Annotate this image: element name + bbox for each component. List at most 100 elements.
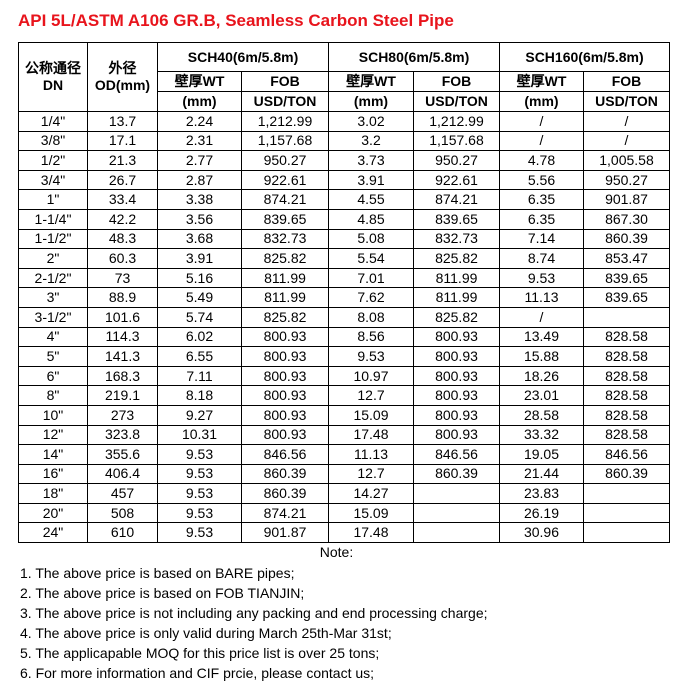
sch160-fob-cell: 839.65 bbox=[583, 267, 670, 289]
dn-cell: 18" bbox=[18, 483, 88, 504]
sch40-fob-cell: 846.56 bbox=[241, 444, 329, 465]
dn-cell: 3-1/2" bbox=[18, 306, 88, 328]
sch80-fob-cell: 800.93 bbox=[413, 424, 500, 446]
sch160-fob-cell bbox=[583, 306, 670, 328]
od-cell: 42.2 bbox=[87, 208, 158, 230]
sch80-fob-cell: 825.82 bbox=[413, 306, 500, 328]
notes-list: 1. The above price is based on BARE pipe… bbox=[20, 563, 488, 683]
sch40-fob-cell: 811.99 bbox=[241, 267, 329, 289]
sch160-wt-cell: 28.58 bbox=[499, 404, 584, 426]
od-cell: 26.7 bbox=[87, 169, 158, 191]
wt-header: 壁厚WT bbox=[499, 71, 584, 92]
sch80-wt-cell: 10.97 bbox=[328, 365, 414, 387]
sch40-fob-cell: 860.39 bbox=[241, 483, 329, 504]
sch40-wt-cell: 5.16 bbox=[157, 267, 242, 289]
od-header-en: OD(mm) bbox=[94, 77, 151, 93]
note-item: 2. The above price is based on FOB TIANJ… bbox=[20, 585, 305, 601]
sch40-wt-cell: 6.55 bbox=[157, 346, 242, 367]
sch160-fob-cell: 853.47 bbox=[583, 248, 670, 269]
table-row: 24" 610 9.53 901.87 17.48 30.96 bbox=[18, 522, 670, 544]
od-cell: 101.6 bbox=[87, 306, 158, 328]
sch40-wt-cell: 9.53 bbox=[157, 522, 242, 544]
table-row: 3/4" 26.7 2.87 922.61 3.91 922.61 5.56 950.27 bbox=[18, 169, 670, 191]
sch160-wt-cell: 19.05 bbox=[499, 444, 584, 465]
sch40-wt-cell: 9.27 bbox=[157, 404, 242, 426]
dn-cell: 24" bbox=[18, 522, 88, 544]
sch40-fob-cell: 1,212.99 bbox=[241, 111, 329, 132]
sch40-wt-cell: 9.53 bbox=[157, 502, 242, 524]
sch80-wt-cell: 9.53 bbox=[328, 346, 414, 367]
dn-cell: 6" bbox=[18, 365, 88, 387]
table-row: 3-1/2" 101.6 5.74 825.82 8.08 825.82/ bbox=[18, 306, 670, 328]
sch80-fob-cell: 860.39 bbox=[413, 463, 500, 485]
sch160-wt-cell: 23.83 bbox=[499, 483, 584, 504]
sch40-fob-cell: 811.99 bbox=[241, 287, 329, 308]
sch40-fob-cell: 800.93 bbox=[241, 365, 329, 387]
sch160-wt-cell: 15.88 bbox=[499, 346, 584, 367]
od-cell: 13.7 bbox=[87, 111, 158, 132]
dn-cell: 1/4" bbox=[18, 111, 88, 132]
sch80-wt-cell: 3.2 bbox=[328, 130, 414, 152]
sch80-wt-cell: 3.02 bbox=[328, 111, 414, 132]
sch80-wt-cell: 17.48 bbox=[328, 522, 414, 544]
sch80-fob-cell: 874.21 bbox=[413, 189, 500, 210]
table-row: 20" 508 9.53 874.21 15.09 26.19 bbox=[18, 502, 670, 524]
od-cell: 60.3 bbox=[87, 248, 158, 269]
od-cell: 273 bbox=[87, 404, 158, 426]
sch40-fob-cell: 874.21 bbox=[241, 502, 329, 524]
sch160-wt-cell: 7.14 bbox=[499, 228, 584, 250]
fob-header: FOB bbox=[413, 71, 500, 92]
sch80-wt-cell: 3.91 bbox=[328, 169, 414, 191]
sch80-fob-cell: 800.93 bbox=[413, 385, 500, 406]
dn-cell: 1/2" bbox=[18, 150, 88, 171]
table-row: 3" 88.9 5.49 811.99 7.62 811.99 11.13 839.65 bbox=[18, 287, 670, 308]
sch40-wt-cell: 9.53 bbox=[157, 483, 242, 504]
dn-cell: 2" bbox=[18, 248, 88, 269]
od-cell: 323.8 bbox=[87, 424, 158, 446]
sch80-wt-cell: 8.56 bbox=[328, 326, 414, 348]
sch40-fob-cell: 800.93 bbox=[241, 385, 329, 406]
sch80-wt-cell: 17.48 bbox=[328, 424, 414, 446]
sch80-fob-cell bbox=[413, 502, 500, 524]
sch40-wt-cell: 7.11 bbox=[157, 365, 242, 387]
sch40-fob-cell: 950.27 bbox=[241, 150, 329, 171]
sch160-fob-cell bbox=[583, 502, 670, 524]
sch40-wt-cell: 3.56 bbox=[157, 208, 242, 230]
sch160-fob-cell: / bbox=[583, 111, 670, 132]
sch40-wt-cell: 2.31 bbox=[157, 130, 242, 152]
dn-cell: 4" bbox=[18, 326, 88, 348]
sch40-fob-cell: 825.82 bbox=[241, 306, 329, 328]
note-item: 5. The applicapable MOQ for this price l… bbox=[20, 645, 380, 661]
sch40-fob-cell: 800.93 bbox=[241, 326, 329, 348]
od-cell: 406.4 bbox=[87, 463, 158, 485]
sch80-fob-cell: 1,212.99 bbox=[413, 111, 500, 132]
sch80-wt-cell: 7.62 bbox=[328, 287, 414, 308]
table-row: 14" 355.6 9.53 846.56 11.13 846.56 19.05 846.56 bbox=[18, 444, 670, 465]
sch160-wt-cell: / bbox=[499, 306, 584, 328]
sch80-fob-cell: 839.65 bbox=[413, 208, 500, 230]
fob-header: FOB bbox=[583, 71, 670, 92]
dn-cell: 1" bbox=[18, 189, 88, 210]
od-cell: 48.3 bbox=[87, 228, 158, 250]
sch160-fob-cell: 828.58 bbox=[583, 404, 670, 426]
fob-unit: USD/TON bbox=[583, 91, 670, 112]
sch160-fob-cell: / bbox=[583, 130, 670, 152]
sch80-fob-cell: 811.99 bbox=[413, 287, 500, 308]
sch80-wt-cell: 5.54 bbox=[328, 248, 414, 269]
sch160-wt-cell: 30.96 bbox=[499, 522, 584, 544]
dn-cell: 2-1/2" bbox=[18, 267, 88, 289]
dn-header: 公称通径 DN bbox=[18, 42, 88, 112]
od-cell: 141.3 bbox=[87, 346, 158, 367]
dn-header-en: DN bbox=[42, 77, 64, 93]
sch40-fob-cell: 800.93 bbox=[241, 404, 329, 426]
sch160-fob-cell: 846.56 bbox=[583, 444, 670, 465]
sch40-fob-cell: 874.21 bbox=[241, 189, 329, 210]
sch40-wt-cell: 5.74 bbox=[157, 306, 242, 328]
table-body: 1/4" 13.7 2.24 1,212.99 3.02 1,212.99//3/8" 17… bbox=[18, 111, 670, 544]
sch40-wt-cell: 5.49 bbox=[157, 287, 242, 308]
sch160-wt-cell: / bbox=[499, 130, 584, 152]
sch160-fob-cell: 950.27 bbox=[583, 169, 670, 191]
wt-unit: (mm) bbox=[157, 91, 242, 112]
sch80-header: SCH80(6m/5.8m) bbox=[328, 42, 500, 72]
sch40-fob-cell: 860.39 bbox=[241, 463, 329, 485]
